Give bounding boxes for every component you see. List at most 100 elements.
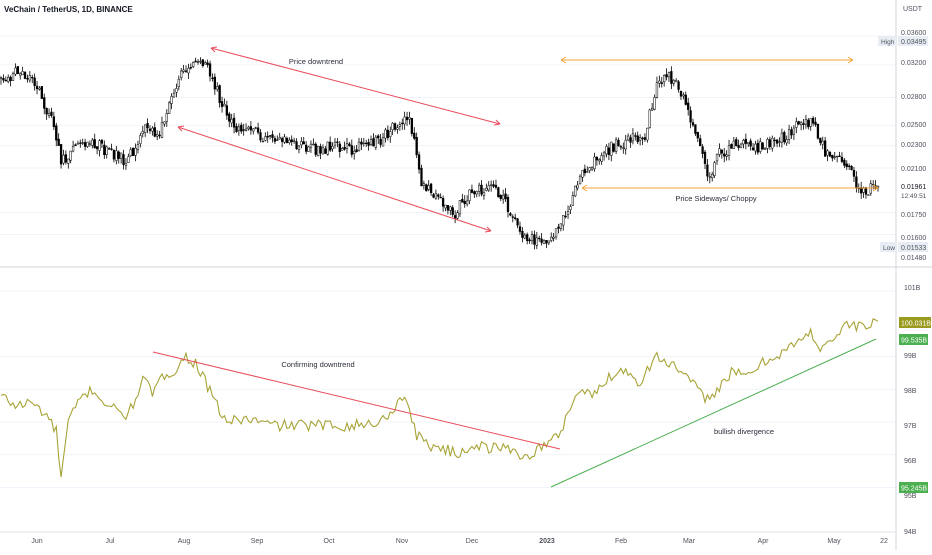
downtrend-channel-lower [177,126,492,232]
candle-body [617,139,620,147]
indicator-tick: 101B [904,285,921,292]
candle-body [230,118,233,124]
candle-body [689,110,692,123]
candle-body [509,213,512,216]
candle-body [634,135,637,137]
indicator-downtrend-line [152,351,561,450]
candle-body [225,105,229,116]
candle-body [574,185,577,197]
candle-body [379,138,382,145]
candle-body [492,184,495,187]
candle-body [429,183,433,194]
candle-body [723,153,726,157]
current-price-label: 0.01961 [901,184,926,191]
candle-body [194,60,197,63]
time-tick: Jun [31,538,42,545]
candle-body [667,72,671,78]
candle-body [40,86,43,99]
candle-body [312,143,315,146]
indicator-tick: 98B [904,388,917,395]
time-tick: 2023 [539,538,555,545]
candle-body [833,156,836,158]
candle-body [129,149,132,157]
candle-body [252,128,255,132]
candle-body [696,132,699,139]
candle-body [684,94,687,105]
candle-body [807,119,810,128]
candle-body [9,76,12,82]
time-tick: Mar [683,538,696,545]
candle-body [168,102,171,114]
candle-body [290,139,293,142]
candle-body [475,190,478,195]
candle-body [653,97,656,110]
candle-body [223,104,226,107]
candle-body [50,111,53,116]
candle-body [768,139,772,147]
candle-body [732,140,735,149]
candle-body [403,116,406,125]
candle-body [631,133,635,142]
candle-body [711,174,714,179]
candle-body [38,87,41,90]
candle-body [57,138,60,146]
candle-body [319,146,322,154]
candle-body [67,158,70,164]
candle-body [840,156,844,162]
candle-body [242,129,245,131]
candle-body [526,234,529,241]
time-tick: Feb [615,538,627,545]
candle-body [655,82,659,98]
bullish-divergence-line [550,338,877,488]
indicator-support-tag: 95.245B [899,482,928,493]
candle-body [725,154,728,157]
candle-body [754,143,757,152]
candle-body [148,128,152,131]
candle-body [552,236,555,239]
candle-body [28,75,31,81]
time-tick: Dec [466,538,479,545]
candle-body [247,126,250,129]
candle-body [153,127,156,137]
indicator-tick: 94B [904,529,917,536]
candle-body [134,147,137,156]
candle-body [720,149,723,154]
range-lower-arrows [581,184,879,192]
time-tick: Aug [178,538,191,545]
candle-body [2,78,5,81]
candle-body [307,146,310,152]
candle-body [809,118,812,127]
candle-body [317,145,320,157]
candle-body [708,176,711,178]
candle-body [7,76,10,82]
time-tick: Nov [396,538,409,545]
candle-body [761,142,764,150]
candle-body [237,126,241,131]
candle-body [730,144,733,149]
candle-body [850,166,853,170]
candle-body [350,145,353,155]
candle-body [266,135,269,138]
candle-body [441,197,445,207]
candle-body [739,143,743,148]
candle-body [607,147,611,156]
candle-body [0,77,3,79]
candle-body [107,148,111,150]
candle-body [802,123,805,125]
candle-body [110,148,113,150]
candle-body [480,184,483,195]
candle-body [749,140,752,147]
indicator-current-label: 100.031B [901,321,931,328]
candle-body [172,92,176,98]
candle-body [487,185,490,191]
candle-body [285,137,289,144]
candle-body [91,139,94,146]
price-high-marker: High 0.03495 [878,36,928,46]
candle-body [836,155,839,158]
annotation-confirming-downtrend: Confirming downtrend [281,360,354,369]
candle-body [461,198,464,203]
candle-body [490,184,493,186]
time-axis: Jun Jul Aug Sep Oct Nov Dec 2023 Feb Mar… [31,538,888,545]
candle-body [204,62,207,65]
candle-body [100,139,104,144]
